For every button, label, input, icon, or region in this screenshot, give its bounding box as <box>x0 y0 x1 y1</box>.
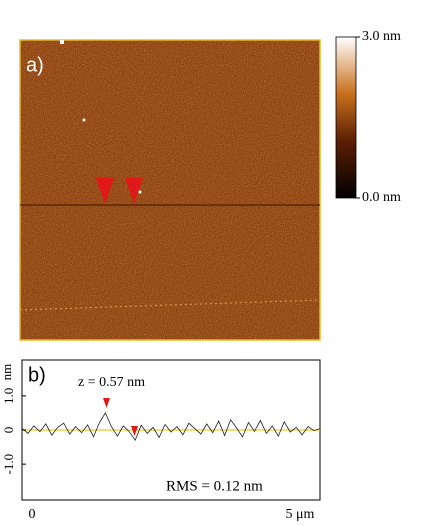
marker <box>103 398 110 408</box>
y-tick-label: -1.0 <box>1 454 16 475</box>
y-tick-label: 1.0 <box>1 388 16 404</box>
annotation: z = 0.57 nm <box>78 375 145 390</box>
afm-image <box>19 39 321 341</box>
colorbar <box>335 36 357 199</box>
y-tick-label: 0 <box>1 427 16 434</box>
colorbar-tick-label: 0.0 nm <box>362 190 401 205</box>
marker <box>131 426 138 436</box>
x-tick-label: 0 <box>29 507 36 522</box>
colorbar-tick-label: 3.0 nm <box>362 29 401 44</box>
profile-line <box>21 412 321 442</box>
panel-label: a) <box>26 54 44 76</box>
panel-label: b) <box>28 364 46 386</box>
y-axis-label: nm <box>0 364 14 381</box>
x-tick-label: 5 μm <box>286 507 315 522</box>
annotation: RMS = 0.12 nm <box>166 478 263 494</box>
